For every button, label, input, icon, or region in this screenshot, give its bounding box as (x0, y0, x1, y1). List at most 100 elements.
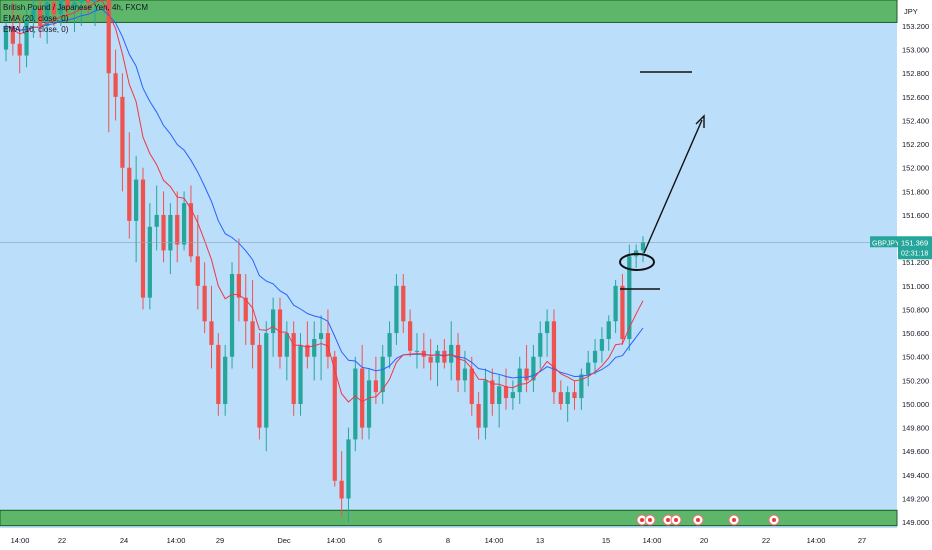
price-tick-label: 151.200 (902, 258, 929, 267)
candle-body (544, 321, 550, 334)
candle (572, 380, 577, 410)
candle-body (243, 297, 248, 322)
candle (353, 356, 358, 452)
candle (483, 368, 488, 440)
candle-body (181, 203, 187, 245)
price-tag (898, 236, 932, 260)
candle-body (640, 242, 646, 251)
price-tick-label: 152.200 (902, 140, 929, 149)
candle-body (353, 368, 358, 440)
candle (325, 309, 331, 369)
plot-background (0, 0, 897, 528)
candle-body (401, 285, 406, 322)
candle-body (551, 321, 557, 393)
time-tick-label: 14:00 (807, 536, 826, 545)
candle-body (223, 356, 228, 404)
time-tick-label: 13 (536, 536, 544, 545)
candle (312, 321, 317, 381)
candle (250, 279, 255, 369)
time-tick-label: 15 (602, 536, 610, 545)
candle-body (483, 380, 488, 428)
candle-body (531, 356, 536, 381)
candle (113, 49, 118, 121)
time-tick-label: 14:00 (485, 536, 504, 545)
candle (168, 203, 173, 275)
candle-body (17, 43, 22, 56)
candle-body (517, 368, 522, 393)
candle-body (38, 8, 43, 26)
candle-body (140, 179, 146, 298)
candle-body (86, 0, 91, 3)
time-tick-label: 22 (762, 536, 770, 545)
price-tick-label: 153.000 (902, 46, 929, 55)
candle (202, 262, 207, 334)
resistance-zone (0, 0, 898, 23)
price-tick-label: 150.400 (902, 353, 929, 362)
price-tag-countdown: 02:31:18 (901, 250, 928, 257)
candle (79, 0, 84, 26)
price-tick-label: 151.600 (902, 211, 929, 220)
chart-legend: British Pound / Japanese Yen, 4h, FXCM E… (3, 2, 148, 35)
candle-body (599, 339, 605, 351)
candle (586, 350, 591, 387)
candle-body (572, 392, 577, 399)
ticker-tag-label: GBPJPY (872, 240, 900, 247)
candle (524, 344, 529, 393)
candle-body (442, 350, 447, 363)
candle-body (277, 309, 283, 357)
candle-body (462, 368, 468, 381)
price-tick-label: 152.400 (902, 116, 929, 125)
candle (147, 203, 152, 310)
candle (175, 191, 180, 263)
candle (339, 451, 344, 517)
candle-body (318, 333, 324, 340)
candle-body (339, 480, 344, 499)
time-tick-label: 29 (216, 536, 224, 545)
candle (469, 356, 474, 416)
candle (24, 8, 29, 68)
price-tick-label: 152.600 (902, 93, 929, 102)
candle-body (373, 380, 378, 393)
event-icon-dot (696, 518, 700, 522)
ema10-line (5, 0, 644, 403)
candle (490, 368, 495, 416)
candle (31, 0, 36, 38)
candle (558, 380, 563, 410)
candle (627, 244, 632, 351)
candle (51, 0, 57, 26)
candle (640, 236, 646, 263)
projection-arrow (643, 119, 703, 254)
candle (58, 0, 63, 26)
candle (72, 0, 77, 32)
price-axis-panel (897, 0, 932, 550)
arrow-head (695, 114, 705, 128)
candle-body (305, 344, 310, 357)
candle (86, 0, 91, 15)
candle-body (592, 350, 598, 363)
event-icon-dot (674, 518, 678, 522)
candle-body (175, 214, 180, 245)
candle (154, 185, 159, 251)
candle-body (65, 0, 70, 9)
candle (517, 356, 522, 404)
candle-body (346, 439, 351, 499)
price-tick-label: 150.200 (902, 376, 929, 385)
breakout-circle (619, 253, 655, 271)
candle-body (3, 25, 9, 50)
candle (503, 368, 509, 410)
candle (298, 333, 303, 416)
candle-body (134, 179, 139, 221)
candle (243, 274, 248, 345)
candle-body (360, 368, 365, 428)
time-axis-panel (0, 528, 932, 550)
candle-body (325, 333, 331, 357)
candle-body (497, 386, 502, 404)
candle-body (58, 0, 63, 15)
candle (127, 132, 132, 239)
candle (134, 155, 139, 263)
price-tick-label: 149.000 (902, 518, 929, 527)
price-tick-label: 153.200 (902, 22, 929, 31)
candle-body (284, 333, 289, 357)
